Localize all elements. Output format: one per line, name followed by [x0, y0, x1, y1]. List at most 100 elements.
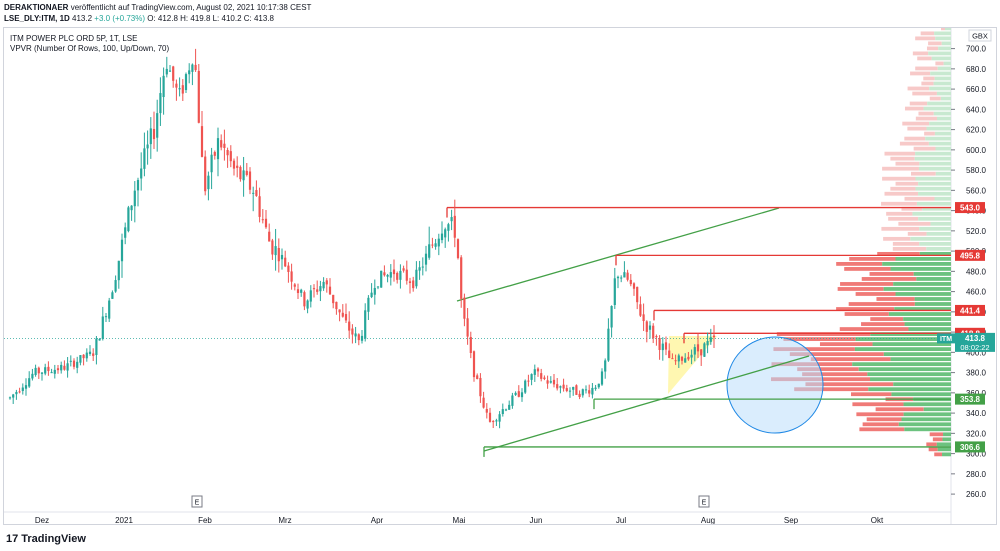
price-axis[interactable]: 700.0 680.0 660.0 640.0 620.0 600.0 580.0 560.0…: [951, 45, 987, 500]
vpvr-up-bar: [919, 251, 951, 256]
candle-body: [424, 253, 428, 265]
time-axis[interactable]: Dez 2021 Feb Mrz Apr Mai Jun Jul Aug Sep Okt: [35, 516, 884, 525]
vpvr-down-bar: [935, 61, 944, 66]
vpvr-up-bar: [914, 302, 951, 306]
candle-body: [415, 269, 418, 287]
candle-body: [188, 70, 191, 75]
vpvr-up-bar: [895, 292, 951, 296]
candle-body: [127, 207, 130, 232]
candle-body: [101, 316, 104, 339]
candle-body: [325, 280, 328, 285]
candle-body: [684, 358, 687, 363]
vpvr-up-bar: [915, 176, 951, 181]
vpvr-up-bar: [901, 417, 951, 422]
candle-body: [242, 170, 245, 181]
legend: ITM POWER PLC ORD 5P, 1T, LSE VPVR (Numb…: [10, 34, 170, 53]
vpvr-down-bar: [923, 76, 935, 81]
vpvr-up-bar: [923, 407, 951, 412]
candle-body: [274, 246, 277, 256]
price-tick-label: 360.0: [966, 389, 987, 398]
candle-body: [626, 272, 629, 280]
candle-body: [175, 83, 178, 88]
vpvr-up-bar: [943, 61, 951, 66]
vpvr-down-bar: [910, 171, 936, 176]
candle-body: [287, 265, 290, 272]
vpvr-up-bar: [936, 91, 951, 96]
candle-body: [229, 151, 232, 162]
candle-body: [261, 219, 264, 221]
vpvr-up-bar: [934, 76, 951, 81]
vpvr-down-bar: [802, 372, 868, 377]
vpvr-up-bar: [936, 116, 951, 121]
vpvr-down-bar: [924, 131, 935, 136]
vpvr-up-bar: [928, 141, 951, 146]
candle-body: [194, 64, 197, 71]
vpvr-up-bar: [903, 317, 951, 321]
vpvr-up-bar: [926, 231, 951, 236]
candle-body: [575, 385, 578, 395]
chart-header: DERAKTIONAER veröffentlicht auf TradingV…: [0, 0, 1000, 28]
candle-body: [168, 70, 172, 72]
candle-body: [418, 267, 421, 271]
tradingview-logo[interactable]: 17 TradingView: [6, 533, 86, 545]
candle-body: [322, 281, 325, 289]
candle-body: [34, 367, 37, 376]
earnings-marker[interactable]: [698, 495, 710, 508]
candle-body: [658, 338, 661, 350]
vpvr-down-bar: [856, 412, 904, 417]
chart-area[interactable]: 700.0 680.0 660.0 640.0 620.0 600.0 580.0 560.0…: [3, 27, 997, 525]
candle-body: [437, 238, 440, 247]
candle-body: [216, 138, 220, 160]
vpvr-up-bar: [941, 41, 951, 46]
channel-lower-line: [483, 355, 810, 452]
candle-body: [72, 360, 76, 367]
candle-body: [159, 93, 162, 114]
candle-body: [268, 231, 271, 242]
vpvr-up-bar: [908, 327, 951, 331]
vpvr-down-bar: [904, 136, 926, 141]
vpvr-up-bar: [904, 322, 951, 326]
candle-body: [8, 397, 12, 399]
vpvr-down-bar: [840, 282, 894, 286]
level-price-tag: [955, 441, 985, 453]
publisher-name[interactable]: DERAKTIONAER: [4, 3, 69, 12]
vpvr-down-bar: [861, 322, 905, 326]
earnings-marker[interactable]: [191, 495, 203, 508]
vpvr-up-bar: [945, 28, 951, 31]
candle-body: [431, 244, 434, 246]
candle-body: [264, 218, 268, 228]
candle-body: [306, 300, 309, 309]
vpvr-down-bar: [882, 176, 916, 181]
vpvr-up-bar: [918, 181, 951, 186]
vpvr-up-bar: [882, 262, 951, 266]
vpvr-down-bar: [910, 71, 931, 76]
candle-body: [328, 286, 332, 295]
vpvr-up-bar: [894, 307, 951, 311]
candle-body: [236, 165, 239, 168]
candle-body: [645, 321, 648, 332]
vpvr-up-bar: [942, 437, 951, 442]
last-price: 413.2: [72, 14, 93, 23]
candle-body: [210, 154, 213, 173]
candle-body: [130, 205, 133, 211]
vpvr-down-bar: [884, 151, 916, 156]
candle-body: [85, 352, 88, 359]
candle-body: [639, 304, 642, 316]
candle-body: [696, 344, 700, 352]
vpvr-down-bar: [918, 111, 934, 116]
vpvr-down-bar: [904, 106, 924, 111]
candle-body: [290, 271, 293, 282]
vpvr-down-bar: [907, 126, 927, 131]
ticker-tag-label: ITM: [940, 336, 952, 343]
candle-body: [76, 361, 79, 368]
ohlc-values: O: 412.8 H: 419.8 L: 410.2 C: 413.8: [147, 14, 274, 23]
horizontal-levels: [4, 206, 951, 457]
vpvr-down-bar: [883, 236, 911, 241]
vpvr-down-bar: [934, 452, 943, 457]
candle-body: [546, 380, 549, 384]
candle-body: [200, 126, 204, 157]
vpvr-down-bar: [913, 146, 936, 151]
candle-body: [79, 355, 82, 363]
candle-body: [338, 309, 341, 313]
candle-body: [348, 321, 351, 331]
